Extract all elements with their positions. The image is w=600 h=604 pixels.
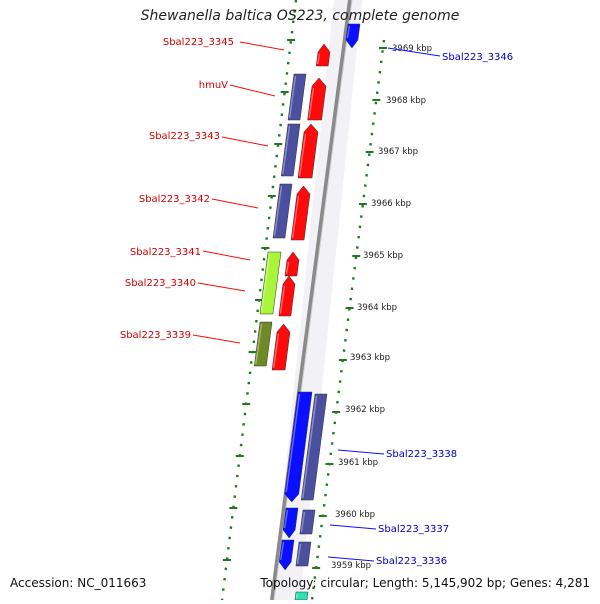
gene-feature-sbal223-3345[interactable] <box>315 43 331 67</box>
gene-leader-line <box>329 524 377 530</box>
kbp-position-label: 3960 kbp <box>335 510 375 520</box>
feature-highlight <box>296 543 302 565</box>
cds-feature-hmuv[interactable] <box>287 73 307 121</box>
feature-highlight <box>260 253 271 313</box>
kbp-position-label: 3963 kbp <box>350 353 390 363</box>
gene-feature-sbal223-3343[interactable] <box>297 123 319 179</box>
feature-sbal223-3340[interactable] <box>253 321 273 367</box>
kbp-position-label: 3959 kbp <box>331 561 371 571</box>
kbp-position-label: 3961 kbp <box>338 458 378 468</box>
gene-feature-sbal223-3338[interactable] <box>284 391 313 503</box>
gene-label[interactable]: Sbal223_3342 <box>139 194 210 205</box>
feature-highlight <box>308 87 315 119</box>
gene-label[interactable]: Sbal223_3336 <box>376 556 447 567</box>
kbp-position-label: 3967 kbp <box>378 147 418 157</box>
gene-leader-line <box>211 198 259 209</box>
feature-highlight <box>298 133 307 177</box>
feature-highlight <box>291 195 300 239</box>
gene-leader-line <box>202 250 251 261</box>
gene-feature-sbal223-3340-red[interactable] <box>278 275 296 317</box>
gene-feature-sbal223-3336[interactable] <box>278 539 295 571</box>
gene-label[interactable]: Sbal223_3341 <box>130 247 201 258</box>
genome-backbone <box>270 0 352 601</box>
accession-label: Accession: NC_011663 <box>10 576 147 590</box>
gene-leader-line <box>229 84 276 97</box>
genome-backbone-highlight <box>273 0 353 601</box>
gene-label[interactable]: Sbal223_3345 <box>163 37 234 48</box>
map-title: Shewanella baltica OS223, complete genom… <box>140 8 460 24</box>
gene-feature-sbal223-3346[interactable] <box>345 23 361 49</box>
gene-label[interactable]: Sbal223_3346 <box>442 52 513 63</box>
gene-label[interactable]: Sbal223_3340 <box>125 278 196 289</box>
feature-highlight <box>279 285 286 315</box>
gene-feature-sbal223-3342[interactable] <box>290 185 311 241</box>
feature-highlight <box>273 185 283 237</box>
kbp-position-label: 3965 kbp <box>363 251 403 261</box>
feature-highlight <box>272 333 280 369</box>
kbp-position-label: 3969 kbp <box>392 44 432 54</box>
kbp-position-label: 3962 kbp <box>345 405 385 415</box>
cds-feature-sbal223-3338[interactable] <box>300 393 328 501</box>
kbp-position-label: 3968 kbp <box>386 96 426 106</box>
feature-highlight <box>301 395 318 499</box>
feature-highlight <box>281 125 291 175</box>
gene-feature-sbal223-3341-red[interactable] <box>284 251 300 277</box>
feature-highlight <box>316 53 321 65</box>
feature-highlight <box>255 323 263 365</box>
gene-label[interactable]: Sbal223_3343 <box>149 131 220 142</box>
outer-dotted-ruler <box>310 39 386 601</box>
cds-feature-sbal223-3337[interactable] <box>299 509 316 535</box>
feature-highlight <box>285 261 290 275</box>
gene-feature-sbal223-3339-red[interactable] <box>271 323 291 371</box>
feature-highlight <box>346 25 351 39</box>
gene-leader-line <box>197 282 246 292</box>
gene-feature-sbal223-3337[interactable] <box>282 507 299 539</box>
feature-highlight <box>288 75 297 119</box>
feature-highlight <box>295 593 299 599</box>
feature-highlight <box>300 511 306 533</box>
cds-feature-sbal223-3343[interactable] <box>280 123 301 177</box>
cds-feature-sbal223-3336[interactable] <box>295 541 312 567</box>
kbp-position-label: 3964 kbp <box>357 303 397 313</box>
gene-leader-line <box>192 334 241 344</box>
feature-highlight <box>285 393 301 493</box>
feature-highlight <box>283 509 289 529</box>
feature-highlight <box>279 541 285 561</box>
cds-feature-sbal223-3342[interactable] <box>272 183 293 239</box>
gene-label[interactable]: Sbal223_3337 <box>378 524 449 535</box>
gene-leader-line <box>327 556 375 562</box>
kbp-position-label: 3966 kbp <box>371 199 411 209</box>
gene-feature-hmuv[interactable] <box>307 77 327 121</box>
gene-leader-line <box>337 449 385 455</box>
gene-label[interactable]: Sbal223_3338 <box>386 449 457 460</box>
genome-summary-label: Topology: circular; Length: 5,145,902 bp… <box>260 576 590 590</box>
gene-leader-line <box>221 136 269 147</box>
feature-sbal223-3341[interactable] <box>259 251 282 315</box>
gene-leader-line <box>387 47 441 57</box>
gene-label[interactable]: hmuV <box>199 80 228 91</box>
gene-leader-line <box>239 41 285 51</box>
gene-label[interactable]: Sbal223_3339 <box>120 330 191 341</box>
